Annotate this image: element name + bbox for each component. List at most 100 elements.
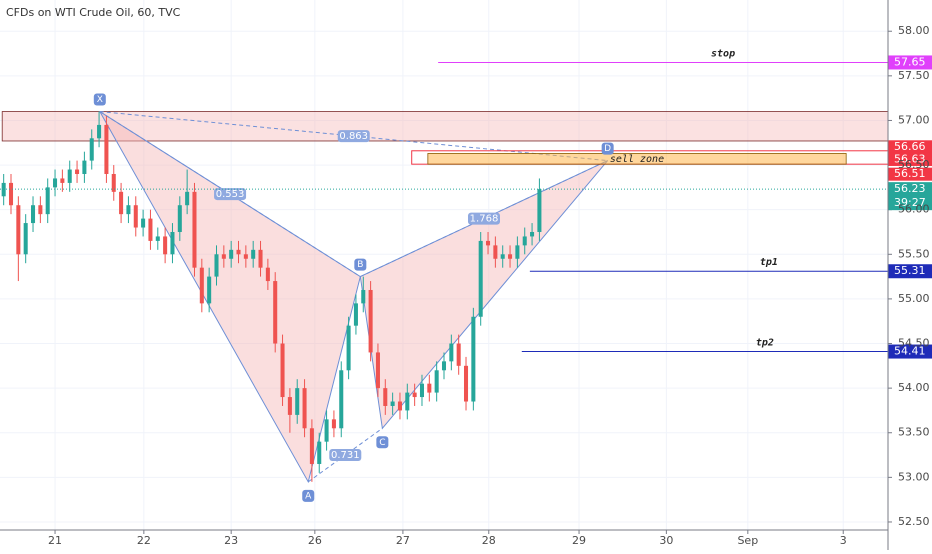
pattern-point-badge	[302, 489, 315, 502]
candle-body	[67, 169, 72, 183]
candle-body	[449, 343, 454, 362]
candle-body	[243, 254, 248, 259]
candle-body	[8, 182, 14, 206]
x-tick-label: 28	[482, 534, 496, 547]
level-price-tag	[888, 344, 932, 359]
candle-body	[339, 370, 344, 429]
candle-body	[207, 276, 212, 304]
candle-body	[251, 249, 256, 259]
candle-body	[478, 240, 483, 317]
x-tick-label: 3	[840, 534, 847, 547]
candle-body	[287, 397, 292, 415]
candle-body	[427, 383, 432, 393]
candle-body	[133, 205, 138, 228]
candle-body	[493, 245, 498, 259]
candle-body	[45, 187, 50, 215]
candle-body	[258, 249, 263, 268]
candle-body	[441, 361, 447, 371]
candle-body	[229, 249, 234, 259]
candle-body	[38, 205, 43, 215]
pattern-point-badge	[354, 258, 367, 271]
red-price-tag	[888, 140, 932, 154]
y-tick-label: 58.00	[898, 24, 930, 37]
level-price-tag	[888, 55, 932, 70]
candle-body	[163, 236, 168, 255]
candle-body	[463, 365, 469, 402]
candle-body	[148, 218, 153, 241]
sell-zone	[427, 153, 847, 165]
candle-body	[155, 236, 160, 241]
red-price-label: 56.51	[894, 167, 926, 180]
ratio-badge	[329, 449, 362, 462]
candle-body	[383, 388, 388, 406]
ratio-label: 0.731	[331, 450, 360, 461]
y-tick-label: 57.50	[898, 69, 930, 82]
candle-body	[104, 124, 109, 174]
y-tick-label: 53.00	[898, 470, 930, 483]
y-tick-label: 53.50	[898, 426, 930, 439]
candle-body	[515, 245, 520, 259]
candle-body	[119, 191, 124, 215]
candle-body	[419, 383, 425, 398]
candle-body	[221, 254, 226, 259]
candle-body	[89, 138, 94, 161]
pattern-point-label: X	[97, 95, 103, 105]
candle-body	[361, 289, 366, 304]
candle-body	[353, 303, 358, 326]
chart-title: CFDs on WTI Crude Oil, 60, TVC	[6, 6, 181, 19]
ratio-badge	[337, 130, 370, 143]
candle-body	[508, 254, 513, 259]
candle-body	[170, 231, 175, 255]
level-name: tp2	[756, 338, 774, 349]
candle-body	[273, 281, 278, 344]
candle-body	[537, 189, 542, 232]
candle-body	[346, 325, 351, 371]
pattern-point-badge	[376, 436, 389, 449]
candle-body	[60, 178, 65, 183]
candle-body	[317, 441, 322, 464]
candle-body	[368, 289, 373, 353]
pattern-point-label: C	[379, 438, 385, 448]
countdown-label: 39:27	[894, 196, 926, 209]
candle-body	[23, 223, 28, 255]
level-price-label: 55.31	[894, 264, 926, 277]
candle-body	[97, 124, 102, 139]
candle-body	[302, 388, 307, 429]
pattern-point-badge	[93, 93, 106, 106]
x-tick-label: 23	[224, 534, 238, 547]
candle-body	[185, 191, 190, 206]
candle-body	[390, 401, 395, 406]
x-tick-label: 22	[137, 534, 151, 547]
level-price-label: 54.41	[894, 345, 926, 358]
candle-body	[141, 218, 146, 228]
y-tick-label: 57.00	[898, 113, 930, 126]
red-price-tag	[888, 167, 932, 181]
candle-body	[375, 352, 380, 389]
pattern-point-label: A	[305, 491, 312, 501]
ratio-badge	[467, 212, 500, 225]
candle-body	[82, 160, 87, 174]
candle-body	[111, 173, 116, 192]
candle-body	[331, 419, 336, 429]
red-price-tag	[888, 152, 932, 166]
candle-body	[265, 267, 270, 282]
candle-body	[522, 236, 527, 246]
red-price-label: 56.66	[894, 140, 926, 153]
candle-body	[214, 254, 219, 277]
y-tick-label: 55.50	[898, 247, 930, 260]
sell-zone-label: sell zone	[610, 154, 664, 165]
candle-body	[236, 249, 241, 255]
candle-body	[434, 370, 439, 393]
x-tick-label: 21	[48, 534, 62, 547]
ratio-badge	[214, 188, 247, 201]
ratio-label: 0.863	[339, 131, 368, 142]
y-tick-label: 52.50	[898, 515, 930, 528]
candle-body	[486, 240, 491, 246]
level-name: stop	[711, 48, 735, 59]
candle-body	[456, 343, 461, 366]
x-tick-label: Sep	[737, 534, 758, 547]
candle-body	[199, 267, 204, 304]
candle-body	[177, 205, 182, 232]
